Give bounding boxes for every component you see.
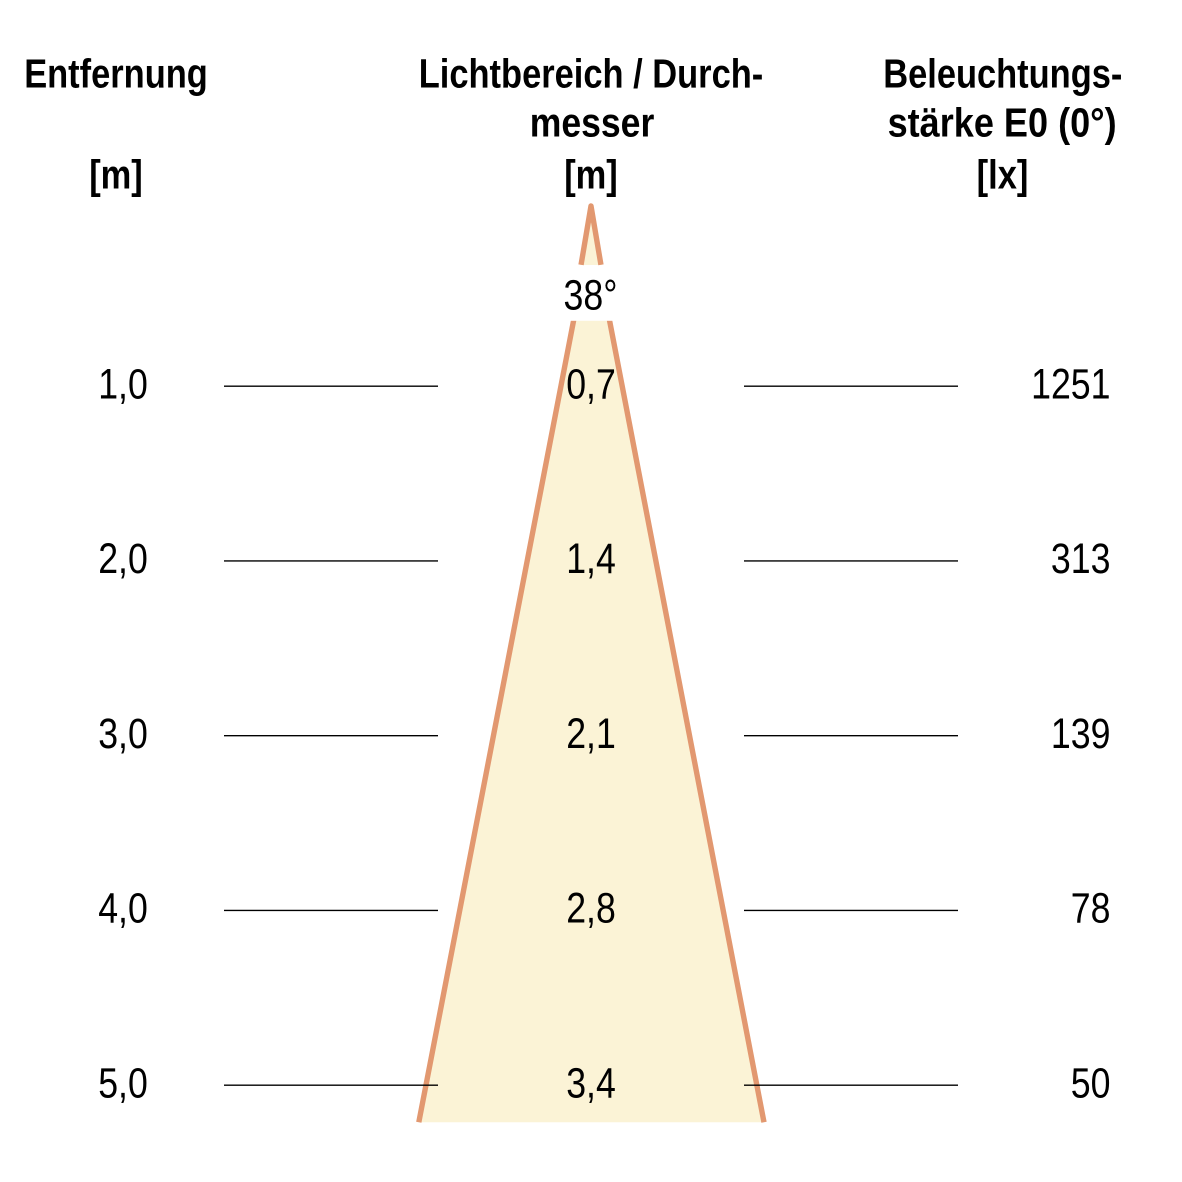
svg-text:Entfernung: Entfernung (24, 50, 208, 96)
svg-text:2,8: 2,8 (566, 886, 616, 933)
svg-text:[lx]: [lx] (977, 152, 1029, 198)
svg-text:38°: 38° (564, 273, 618, 320)
svg-text:stärke E0 (0°): stärke E0 (0°) (888, 99, 1117, 145)
svg-text:[m]: [m] (564, 152, 618, 198)
svg-text:5,0: 5,0 (98, 1060, 148, 1107)
svg-text:3,4: 3,4 (566, 1060, 616, 1107)
svg-text:2,1: 2,1 (566, 711, 616, 758)
svg-text:313: 313 (1051, 536, 1111, 583)
svg-text:2,0: 2,0 (98, 536, 148, 583)
svg-text:139: 139 (1051, 711, 1111, 758)
svg-text:0,7: 0,7 (566, 361, 616, 408)
svg-text:78: 78 (1071, 886, 1111, 933)
svg-text:1,4: 1,4 (566, 536, 616, 583)
svg-text:Lichtbereich / Durch-: Lichtbereich / Durch- (419, 50, 764, 96)
svg-text:1,0: 1,0 (98, 361, 148, 408)
svg-text:Beleuchtungs-: Beleuchtungs- (883, 50, 1122, 96)
svg-text:messer: messer (530, 99, 655, 145)
svg-text:1251: 1251 (1031, 361, 1110, 408)
svg-text:3,0: 3,0 (98, 711, 148, 758)
svg-text:50: 50 (1071, 1060, 1111, 1107)
svg-text:[m]: [m] (89, 152, 143, 198)
svg-text:4,0: 4,0 (98, 886, 148, 933)
